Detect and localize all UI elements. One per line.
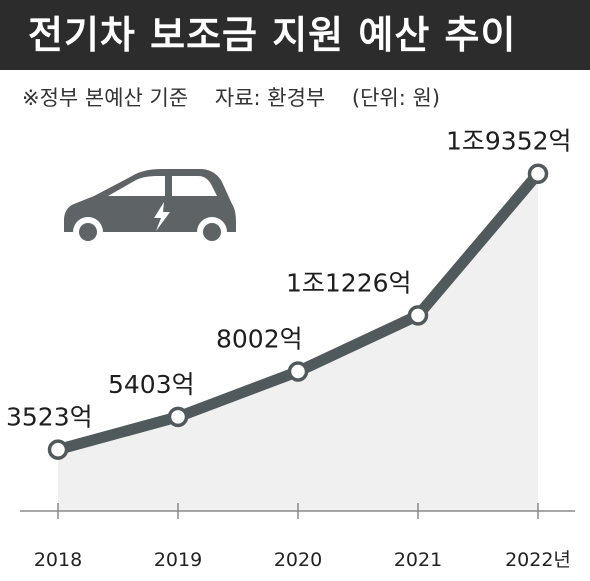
data-label-2019: 5403억 [108,370,195,399]
car-hub-rear [79,223,97,241]
data-label-2020: 8002억 [216,325,303,354]
x-tick-label-2018: 2018 [34,549,82,571]
data-label-2022년: 1조9352억 [446,127,572,156]
chart-title: 전기차 보조금 지원 예산 추이 [28,13,517,57]
basis-note: ※정부 본예산 기준 [22,86,189,110]
electric-car-icon [64,169,236,247]
subtitle: ※정부 본예산 기준 자료: 환경부 (단위: 원) [22,84,460,112]
x-tick-label-2021: 2021 [394,549,442,571]
unit-note: (단위: 원) [351,86,441,110]
source-note: 자료: 환경부 [214,86,326,110]
data-point-2021 [407,305,429,326]
x-tick-label-2020: 2020 [274,549,322,571]
x-tick-labels: 2018 2019 2020 2021 2022년 [34,549,571,571]
car-window-rear [108,176,165,196]
x-tick-label-2019: 2019 [154,549,202,571]
data-point-2022년 [527,163,549,184]
data-point-2020 [287,361,309,382]
data-label-2021: 1조1226억 [286,268,412,297]
lightning-bolt [154,202,170,231]
data-points [47,163,549,460]
data-point-2019 [167,406,189,428]
car-window-front [172,176,217,196]
x-ticks [57,503,539,519]
data-labels: 3523억 5403억 8002억 1조1226억 1조9352억 [6,127,572,432]
data-label-2018: 3523억 [6,403,93,432]
title-bar: 전기차 보조금 지원 예산 추이 [0,0,590,70]
data-point-2018 [47,439,69,460]
car-hub-front [203,223,221,241]
x-tick-label-2022년: 2022년 [505,549,571,571]
